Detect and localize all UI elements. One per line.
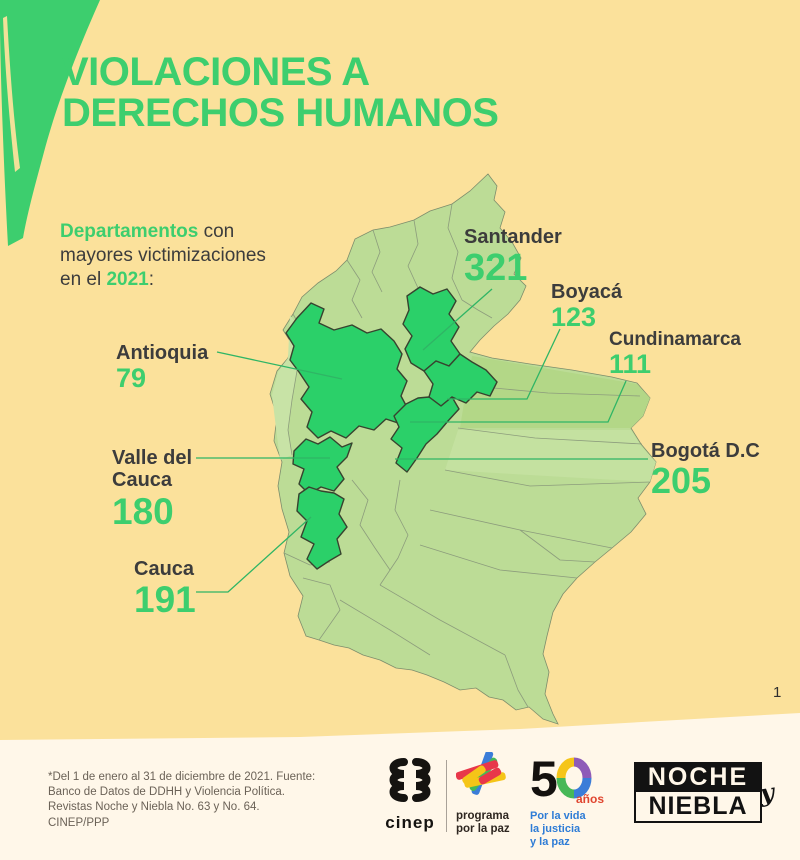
anios-label: años <box>576 792 605 806</box>
noche-y-niebla-logo: NOCHE NIEBLA y <box>634 762 776 823</box>
department-name: Boyacá <box>551 281 623 303</box>
map-region-antioquia <box>285 302 410 439</box>
programa-wordmark: programa por la paz <box>456 810 526 835</box>
noche-wordmark: NOCHE <box>634 762 762 792</box>
map-region-cauca <box>296 486 348 570</box>
fifty-mark: 5 años <box>530 754 616 806</box>
subtitle-line2: mayores victimizaciones <box>60 244 266 266</box>
source-line2: Banco de Datos de DDHH y Violencia Polít… <box>48 786 285 799</box>
department-value: 180 <box>112 490 174 532</box>
leader-line-cundinamarca <box>410 380 627 423</box>
map-highlighted-regions <box>285 286 498 570</box>
department-value: 79 <box>116 363 147 394</box>
map-label-bogota: Bogotá D.C 205 <box>651 440 760 499</box>
map-region-valle-del-cauca <box>292 436 353 495</box>
page-subtitle: Departamentos con mayores victimizacione… <box>60 220 266 291</box>
cinep-logo: cinep <box>384 756 436 833</box>
map-region-cundinamarca <box>390 396 460 473</box>
leader-line-cauca <box>196 516 312 593</box>
department-name: Santander <box>464 226 562 248</box>
subtitle-year: 2021 <box>106 268 149 290</box>
map-label-boyaca: Boyacá 123 <box>551 281 622 331</box>
fifty-zero-icon <box>556 757 592 799</box>
fifty-tagline-line3: y la paz <box>530 835 570 848</box>
subtitle-line1: Departamentos con <box>60 220 266 244</box>
subtitle-rest: con <box>198 221 235 242</box>
programa-word-line1: programa <box>456 810 510 822</box>
green-brush-decoration <box>0 0 100 246</box>
fifty-tagline-line2: la justicia <box>530 822 581 835</box>
page-title-line1: VIOLACIONES A <box>62 50 370 94</box>
map-shade-patches <box>272 315 656 482</box>
department-value: 191 <box>134 579 196 621</box>
department-name: Bogotá D.C <box>651 440 760 462</box>
source-note: *Del 1 de enero al 31 de diciembre de 20… <box>48 770 318 831</box>
department-name: Antioquia <box>116 342 209 364</box>
department-name: Cauca <box>134 558 195 580</box>
fifty-five-digit: 5 <box>530 751 558 807</box>
programa-weave-icon <box>455 750 506 795</box>
subtitle-pre: en el <box>60 268 107 290</box>
map-label-antioquia: Antioquia 79 <box>116 342 208 392</box>
subtitle-bold: Departamentos <box>60 221 199 242</box>
map-label-santander: Santander 321 <box>464 226 562 287</box>
programa-word-line2: por la paz <box>456 822 510 835</box>
leader-line-antioquia <box>216 351 343 380</box>
leader-line-santander <box>422 288 493 351</box>
department-name: Valle del Cauca <box>112 447 193 492</box>
cinep-mark-icon <box>389 758 431 802</box>
page-number: 1 <box>773 684 782 701</box>
cinquenta-anios-logo: 5 años Por la vida la justicia y la paz <box>530 754 616 849</box>
map-label-valle-del-cauca: Valle del Cauca 180 <box>112 447 208 530</box>
page-title-line2: DERECHOS HUMANOS <box>62 91 499 136</box>
niebla-wordmark: NIEBLA <box>634 792 762 823</box>
subtitle-colon: : <box>148 268 155 290</box>
y-script: y <box>758 777 776 808</box>
source-line3: Revistas Noche y Niebla No. 63 y No. 64.… <box>48 801 260 829</box>
map-label-cauca: Cauca 191 <box>134 558 196 618</box>
department-name: Cundinamarca <box>609 329 741 350</box>
department-value: 205 <box>651 460 712 502</box>
fifty-tagline-line1: Por la vida <box>530 810 586 822</box>
fifty-tagline: Por la vida la justicia y la paz <box>530 810 616 849</box>
department-value: 111 <box>609 349 652 380</box>
page-title: VIOLACIONES A DERECHOS HUMANOS <box>62 50 499 136</box>
department-value: 321 <box>464 247 528 290</box>
map-region-santander <box>402 286 461 372</box>
subtitle-line3: en el 2021: <box>60 268 266 292</box>
leader-line-boyaca <box>447 328 561 400</box>
source-line1: *Del 1 de enero al 31 de diciembre de 20… <box>48 771 316 783</box>
department-value: 123 <box>551 302 597 333</box>
cinep-wordmark: cinep <box>385 813 435 832</box>
programa-por-la-paz-logo: programa por la paz <box>455 750 526 835</box>
map-label-cundinamarca: Cundinamarca 111 <box>609 329 741 378</box>
leader-lines <box>196 288 648 593</box>
logo-divider <box>446 760 447 832</box>
